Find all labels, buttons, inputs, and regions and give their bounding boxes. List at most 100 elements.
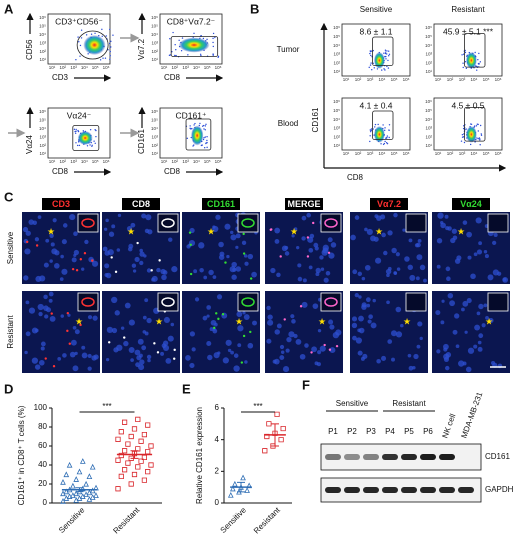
- event-dot: [388, 55, 390, 57]
- data-point: [266, 421, 272, 427]
- nucleus: [141, 213, 147, 219]
- y-tick-label: 10¹: [333, 69, 340, 74]
- nucleus: [28, 307, 36, 314]
- y-tick-label: 10⁵: [333, 108, 340, 113]
- nucleus: [25, 300, 30, 305]
- y-axis-label: Vα24: [25, 135, 34, 154]
- event-dot: [212, 37, 214, 40]
- stained-cell: [91, 259, 94, 262]
- event-dot: [475, 125, 478, 127]
- nucleus: [461, 307, 465, 312]
- event-dot: [462, 62, 464, 64]
- nucleus: [209, 327, 214, 332]
- nucleus: [437, 212, 444, 219]
- nucleus: [364, 264, 371, 271]
- nucleus: [478, 333, 484, 339]
- event-dot: [477, 123, 479, 126]
- nucleus: [314, 246, 319, 251]
- x-tick-label: 10⁴: [193, 159, 200, 164]
- stained-cell: [327, 251, 331, 255]
- nucleus: [476, 311, 481, 316]
- nucleus: [107, 249, 114, 256]
- event-dot: [77, 36, 79, 38]
- gate: [372, 36, 394, 67]
- marker-header-bg: [452, 198, 490, 210]
- y-tick-label: 10²: [151, 143, 158, 148]
- nucleus: [81, 345, 86, 350]
- x-tick-label: Resistant: [252, 505, 282, 535]
- nucleus: [297, 263, 302, 268]
- nucleus: [301, 236, 306, 241]
- y-tick-label: 10⁶: [151, 15, 158, 20]
- flow-plot-frame: [341, 23, 411, 77]
- nucleus: [237, 325, 244, 332]
- event-dot: [191, 127, 193, 130]
- y-tick-label: 0: [215, 498, 220, 507]
- nucleus: [132, 269, 137, 273]
- stained-cell: [52, 364, 56, 368]
- nucleus: [414, 243, 420, 248]
- nucleus: [416, 344, 421, 349]
- star: ★: [155, 316, 163, 326]
- event-dot: [369, 52, 371, 55]
- inset-cell: [161, 297, 175, 307]
- nucleus: [61, 239, 67, 245]
- marker-header-bg: [42, 198, 80, 210]
- gate-label: CD161⁺: [176, 110, 207, 120]
- event-dot: [74, 132, 77, 134]
- nucleus: [368, 314, 373, 320]
- event-dot: [90, 33, 93, 35]
- nucleus: [302, 278, 307, 283]
- marker-header: MERGE: [287, 199, 320, 209]
- event-dot: [212, 54, 214, 56]
- stained-cell: [158, 259, 161, 262]
- nucleus: [128, 319, 135, 326]
- nucleus: [237, 343, 242, 348]
- nucleus: [130, 222, 136, 228]
- x-tick-label: 10⁴: [471, 151, 478, 156]
- event-dot: [80, 37, 83, 39]
- nucleus: [329, 324, 335, 330]
- nucleus: [50, 242, 55, 247]
- nucleus: [354, 292, 359, 298]
- x-tick-label: 10¹: [161, 159, 168, 164]
- data-point: [141, 477, 147, 483]
- stained-cell: [323, 343, 326, 347]
- event-dot: [180, 49, 183, 52]
- panel-label: D: [4, 381, 13, 396]
- nucleus: [266, 305, 271, 311]
- event-dot: [369, 130, 372, 133]
- y-tick-label: 10⁴: [151, 32, 158, 37]
- nucleus: [70, 339, 77, 346]
- nucleus: [408, 238, 413, 243]
- nucleus: [408, 365, 414, 371]
- event-dot: [479, 144, 481, 146]
- nucleus: [61, 268, 68, 275]
- data-point: [60, 479, 66, 485]
- band: [382, 454, 398, 460]
- nucleus: [87, 315, 93, 320]
- stained-cell: [279, 255, 282, 258]
- x-tick-label: 10⁴: [81, 65, 88, 70]
- nucleus: [279, 344, 285, 350]
- data-point: [145, 422, 151, 428]
- nucleus: [328, 319, 334, 325]
- y-axis-label: CD161: [137, 129, 146, 154]
- data-point: [145, 449, 151, 455]
- event-dot: [199, 122, 201, 125]
- nucleus: [395, 331, 403, 338]
- star: ★: [127, 226, 135, 236]
- nucleus: [391, 247, 397, 254]
- nucleus: [285, 348, 290, 353]
- y-tick-label: 10³: [151, 40, 158, 45]
- nucleus: [242, 311, 246, 315]
- stained-cell: [242, 334, 246, 338]
- gate-label: 45.9 ± 5.1 ***: [443, 26, 494, 36]
- row-label: Resistant: [6, 315, 15, 349]
- stained-cell: [35, 244, 39, 247]
- inset-cell: [81, 218, 95, 228]
- stained-cell: [242, 252, 246, 255]
- event-dot: [204, 136, 206, 138]
- significance: ***: [102, 402, 111, 411]
- lane-label: NK cell: [440, 412, 457, 439]
